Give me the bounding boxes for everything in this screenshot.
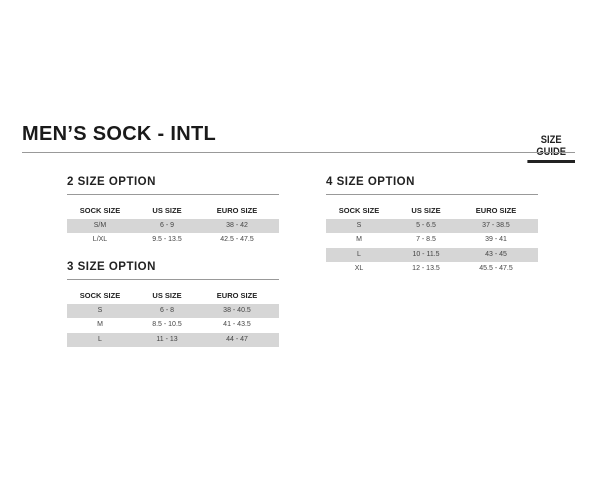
table-cell: 38 - 42 [226, 221, 248, 229]
table-4-size: 4 SIZE OPTION SOCK SIZE US SIZE EURO SIZE S 5… [326, 175, 538, 277]
column-header: EURO SIZE [216, 206, 258, 215]
table-cell: M [356, 236, 362, 243]
table-cell: L [98, 335, 102, 343]
table-cell: XL [354, 265, 364, 272]
table-cell: 12 - 13.5 [412, 265, 440, 272]
header-row: SOCK SIZE US SIZE EURO SIZE [67, 289, 279, 304]
table-cell: 8.5 - 10.5 [152, 321, 182, 328]
table-cell: 45.5 - 47.5 [479, 265, 513, 272]
table-row: M 7 - 8.5 39 - 41 [326, 233, 538, 248]
section-divider [326, 194, 538, 195]
table-row: L 10 - 11.5 43 - 45 [326, 247, 538, 262]
header-row: SOCK SIZE US SIZE EURO SIZE [67, 204, 279, 219]
table-row: L/XL 9.5 - 13.5 42.5 - 47.5 [67, 233, 279, 248]
table-cell: L [357, 250, 361, 258]
table-row: S 5 - 6.5 37 - 38.5 [326, 218, 538, 233]
section-heading: 3 SIZE OPTION [67, 261, 156, 273]
header-row: SOCK SIZE US SIZE EURO SIZE [326, 204, 538, 219]
column-header: SOCK SIZE [338, 206, 380, 215]
page-title: MEN’S SOCK - INTL [22, 123, 216, 145]
section-heading: 4 SIZE OPTION [326, 176, 415, 188]
column-header: US SIZE [411, 206, 441, 215]
table-cell: 38 - 40.5 [223, 306, 251, 314]
table-cell: 43 - 45 [485, 250, 507, 258]
table-cell: 41 - 43.5 [223, 321, 251, 328]
table-row: L 11 - 13 44 - 47 [67, 332, 279, 347]
table-row: M 8.5 - 10.5 41 - 43.5 [67, 318, 279, 333]
table-cell: 42.5 - 47.5 [220, 236, 254, 243]
table-cell: 5 - 6.5 [416, 221, 436, 229]
column-header: US SIZE [152, 206, 182, 215]
table-cell: L/XL [92, 236, 108, 243]
section-divider [67, 194, 279, 195]
table-3-size: 3 SIZE OPTION SOCK SIZE US SIZE EURO SIZE S 6… [67, 260, 279, 347]
table-cell: S [356, 221, 362, 229]
table-cell: 10 - 11.5 [412, 250, 440, 258]
title-divider [22, 152, 575, 153]
column-header: SOCK SIZE [79, 291, 121, 300]
table-cell: 9.5 - 13.5 [152, 236, 182, 243]
column-header: EURO SIZE [475, 206, 517, 215]
table-row: XL 12 - 13.5 45.5 - 47.5 [326, 262, 538, 277]
table-row: S/M 6 - 9 38 - 42 [67, 218, 279, 233]
table-cell: M [97, 321, 103, 328]
column-header: US SIZE [152, 291, 182, 300]
table-2-size: 2 SIZE OPTION SOCK SIZE US SIZE EURO SIZE S/… [67, 175, 279, 248]
table-cell: 44 - 47 [226, 335, 248, 343]
table-row: S 6 - 8 38 - 40.5 [67, 303, 279, 318]
table-cell: 6 - 9 [159, 221, 174, 229]
size-guide-tab[interactable]: SIZE GUIDE [527, 134, 575, 163]
section-divider [67, 279, 279, 280]
column-header: EURO SIZE [216, 291, 258, 300]
table-cell: 7 - 8.5 [416, 236, 436, 243]
section-heading: 2 SIZE OPTION [67, 176, 156, 188]
table-cell: S [97, 306, 103, 314]
table-cell: 37 - 38.5 [482, 221, 510, 229]
table-cell: S/M [93, 221, 107, 229]
table-cell: 6 - 8 [159, 306, 174, 314]
table-cell: 39 - 41 [485, 236, 507, 243]
column-header: SOCK SIZE [79, 206, 121, 215]
table-cell: 11 - 13 [156, 335, 178, 343]
